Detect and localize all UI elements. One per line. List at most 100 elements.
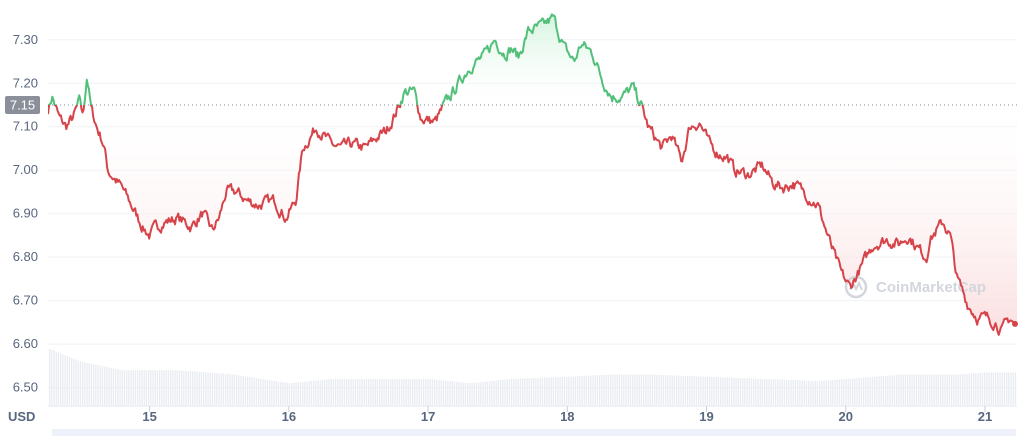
volume-bar	[801, 380, 803, 405]
volume-bar	[761, 378, 764, 405]
price-line-up[interactable]	[48, 13, 1017, 335]
volume-bar	[493, 380, 495, 405]
y-tick-label: 7.00	[13, 162, 38, 177]
volume-bar	[847, 378, 849, 405]
volume-bar	[319, 380, 321, 405]
volume-bar	[165, 370, 167, 405]
volume-bar	[821, 380, 823, 405]
volume-bar	[805, 380, 808, 405]
x-tick-label: 19	[699, 409, 713, 424]
volume-bar	[418, 378, 420, 405]
volume-bar	[464, 382, 467, 405]
volume-bar	[887, 375, 889, 405]
volume-bar	[187, 371, 189, 405]
y-tick-label: 6.70	[13, 293, 38, 308]
volume-bar	[484, 381, 486, 405]
volume-bar	[275, 381, 277, 405]
volume-bar	[350, 378, 352, 405]
range-scrollbar[interactable]	[52, 429, 1016, 436]
volume-bar	[546, 377, 548, 405]
volume-bar	[959, 374, 962, 405]
volume-bar	[777, 379, 779, 405]
volume-bar	[440, 380, 442, 405]
volume-bar	[515, 378, 517, 405]
volume-bar	[385, 378, 387, 405]
volume-bar	[308, 381, 310, 405]
volume-bar	[302, 381, 304, 405]
volume-bar	[416, 378, 418, 405]
volume-bar	[654, 374, 656, 405]
last-price-marker	[1012, 320, 1018, 327]
volume-bar	[414, 378, 416, 405]
volume-bar	[720, 377, 722, 405]
volume-bar	[889, 375, 891, 405]
volume-bar	[984, 372, 986, 405]
volume-bar	[541, 377, 544, 405]
volume-bar	[299, 382, 302, 405]
volume-bar	[198, 371, 200, 405]
currency-label: USD	[8, 409, 35, 424]
volume-bar	[456, 381, 458, 405]
volume-bar	[225, 373, 227, 405]
volume-bar	[284, 382, 286, 405]
volume-bar	[163, 370, 165, 405]
volume-bar	[854, 378, 856, 405]
volume-bar	[189, 371, 192, 405]
volume-bar	[431, 379, 434, 405]
x-tick-label: 21	[978, 409, 992, 424]
volume-bar	[176, 370, 178, 405]
volume-bar	[676, 375, 678, 405]
volume-bar	[104, 366, 106, 405]
volume-bar	[614, 374, 616, 405]
volume-bar	[926, 374, 929, 405]
volume-bar	[409, 378, 412, 405]
volume-bar	[271, 380, 273, 405]
volume-bar	[478, 382, 480, 405]
volume-bar	[185, 370, 187, 405]
volume-bar	[324, 379, 326, 405]
volume-bar	[264, 379, 266, 405]
volume-bar	[709, 376, 711, 405]
price-line[interactable]	[48, 13, 1018, 336]
volume-bar	[55, 351, 57, 405]
price-line-down[interactable]	[48, 14, 1017, 336]
volume-bar	[73, 358, 75, 405]
x-tick-label: 20	[839, 409, 853, 424]
volume-bar	[594, 375, 596, 405]
volume-bar	[255, 378, 258, 405]
volume-bar	[159, 370, 161, 405]
volume-bar	[451, 381, 453, 405]
volume-bar	[66, 356, 68, 405]
volume-bar	[678, 375, 680, 405]
volume-bar	[183, 370, 185, 405]
reference-badge-bg	[5, 96, 40, 114]
volume-bar	[84, 362, 86, 405]
volume-bar	[808, 380, 810, 405]
volume-bar	[462, 382, 464, 405]
volume-bar	[768, 379, 770, 405]
volume-bar	[79, 361, 82, 405]
volume-bar	[438, 379, 440, 405]
volume-bar	[671, 375, 673, 405]
volume-bar	[865, 377, 867, 405]
volume-bar	[728, 377, 731, 405]
volume-bar	[262, 379, 264, 405]
y-tick-label: 6.80	[13, 249, 38, 264]
volume-bar	[1014, 372, 1017, 405]
volume-bar	[332, 378, 335, 405]
volume-bar	[295, 382, 297, 405]
volume-bar	[986, 372, 988, 405]
volume-bar	[148, 370, 150, 405]
volume-bar	[97, 365, 99, 405]
volume-bar	[242, 376, 244, 405]
volume-bar	[706, 376, 709, 405]
volume-bar	[900, 374, 902, 405]
volume-bar	[563, 376, 566, 405]
volume-bar	[244, 376, 247, 405]
volume-bar	[610, 374, 612, 405]
volume-bar	[68, 356, 71, 405]
volume-bar	[731, 377, 733, 405]
volume-bar	[343, 378, 346, 405]
